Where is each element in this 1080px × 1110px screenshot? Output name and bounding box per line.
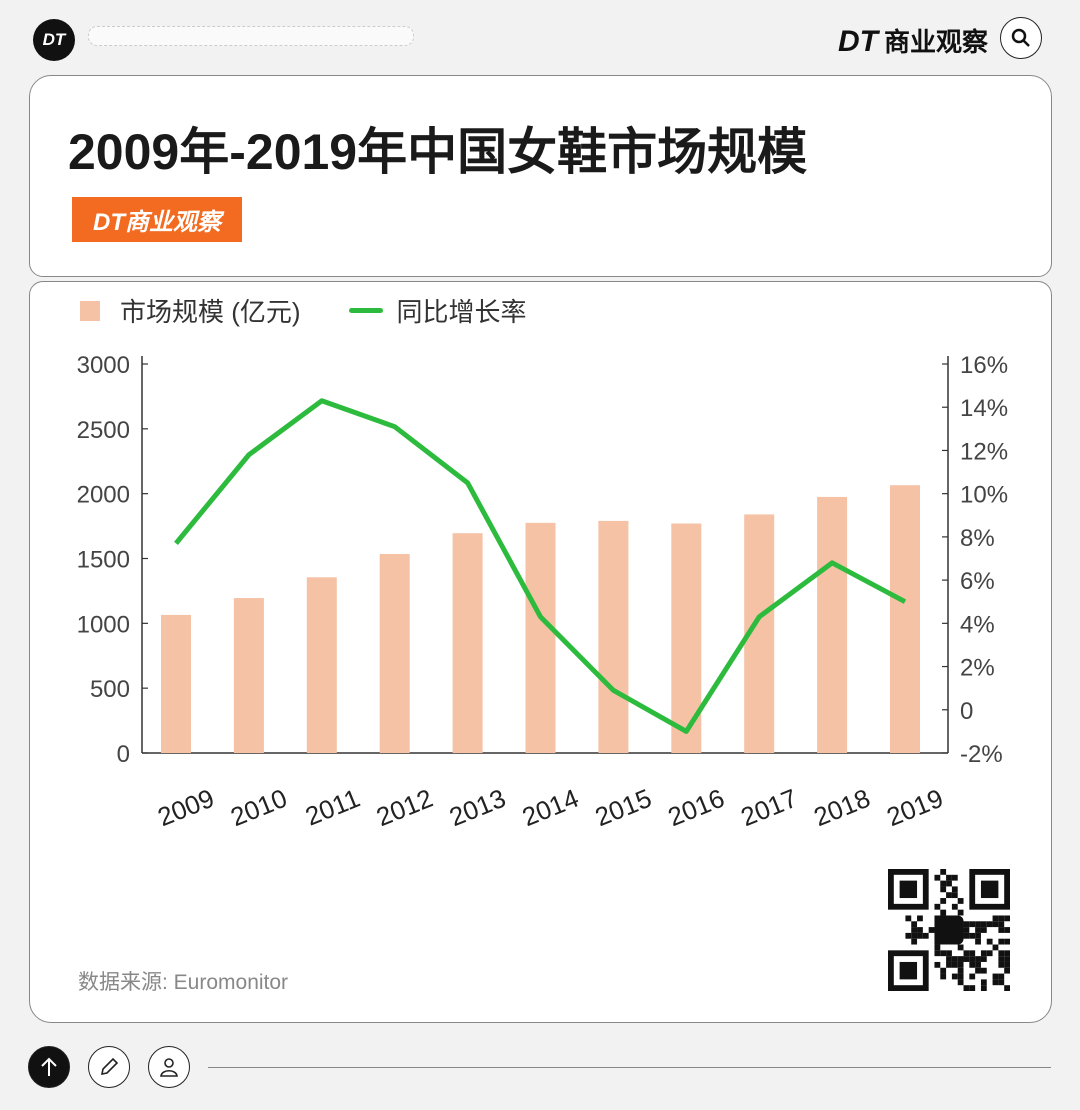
legend-line-label: 同比增长率 — [396, 297, 527, 327]
right-tick-label: 2% — [960, 655, 995, 682]
right-tick-label: 12% — [960, 438, 1008, 465]
brand-logo: DT 商业观察 — [838, 22, 988, 59]
x-tick-label: 2017 — [737, 783, 802, 832]
legend-bar-label: 市场规模 (亿元) — [120, 297, 301, 327]
bar-2018 — [817, 496, 848, 753]
chart-legend: 市场规模 (亿元) 同比增长率 — [80, 292, 527, 329]
scroll-top-button[interactable] — [28, 1046, 70, 1088]
bar-2012 — [379, 553, 410, 753]
left-tick-label: 3000 — [77, 352, 130, 379]
dt-logo[interactable]: DT — [33, 19, 75, 61]
search-icon — [1011, 28, 1030, 47]
legend-line-swatch — [348, 308, 383, 313]
right-tick-label: 4% — [960, 611, 995, 638]
bar-2013 — [452, 533, 483, 753]
right-tick-label: 16% — [960, 352, 1008, 379]
header-card — [29, 75, 1052, 277]
user-icon — [160, 1058, 178, 1077]
right-tick-label: 10% — [960, 482, 1008, 509]
bar-2011 — [306, 577, 337, 753]
data-source: 数据来源: Euromonitor — [78, 971, 289, 994]
divider — [208, 1067, 1051, 1068]
bar-2015 — [598, 520, 629, 753]
qr-code — [888, 869, 1010, 991]
brand-badge: DT商业观察 — [72, 197, 242, 242]
x-tick-label: 2012 — [372, 783, 437, 832]
left-tick-label: 1500 — [77, 547, 130, 574]
x-tick-label: 2016 — [664, 783, 729, 832]
brand-name: 商业观察 — [883, 27, 988, 57]
search-button[interactable] — [1000, 17, 1042, 59]
x-tick-label: 2009 — [153, 783, 218, 832]
bar-2010 — [233, 598, 264, 753]
bar-2009 — [161, 614, 191, 753]
legend-bar-swatch — [80, 300, 100, 321]
x-tick-label: 2010 — [226, 783, 291, 832]
left-tick-label: 1000 — [77, 611, 130, 638]
left-tick-label: 2500 — [77, 417, 130, 444]
x-tick-label: 2018 — [809, 783, 874, 832]
brand-mark: DT — [837, 25, 878, 58]
left-tick-label: 500 — [90, 676, 130, 703]
address-bar[interactable] — [88, 26, 414, 46]
x-tick-label: 2013 — [445, 783, 510, 832]
x-tick-label: 2011 — [301, 783, 364, 832]
right-tick-label: 8% — [960, 525, 995, 552]
right-tick-label: 6% — [960, 568, 995, 595]
arrow-up-icon — [41, 1057, 57, 1076]
right-tick-label: 14% — [960, 395, 1008, 422]
x-tick-label: 2014 — [518, 783, 583, 832]
right-tick-label: -2% — [960, 741, 1003, 768]
left-tick-label: 0 — [117, 741, 130, 768]
page-title: 2009年-2019年中国女鞋市场规模 — [68, 124, 808, 180]
left-tick-label: 2000 — [77, 482, 130, 509]
profile-button[interactable] — [148, 1046, 190, 1088]
edit-button[interactable] — [88, 1046, 130, 1088]
pencil-icon — [100, 1057, 119, 1076]
bar-2019 — [890, 485, 920, 753]
x-tick-label: 2019 — [882, 783, 947, 832]
bar-2014 — [525, 522, 556, 753]
right-tick-label: 0 — [960, 698, 973, 725]
x-tick-label: 2015 — [591, 783, 656, 832]
